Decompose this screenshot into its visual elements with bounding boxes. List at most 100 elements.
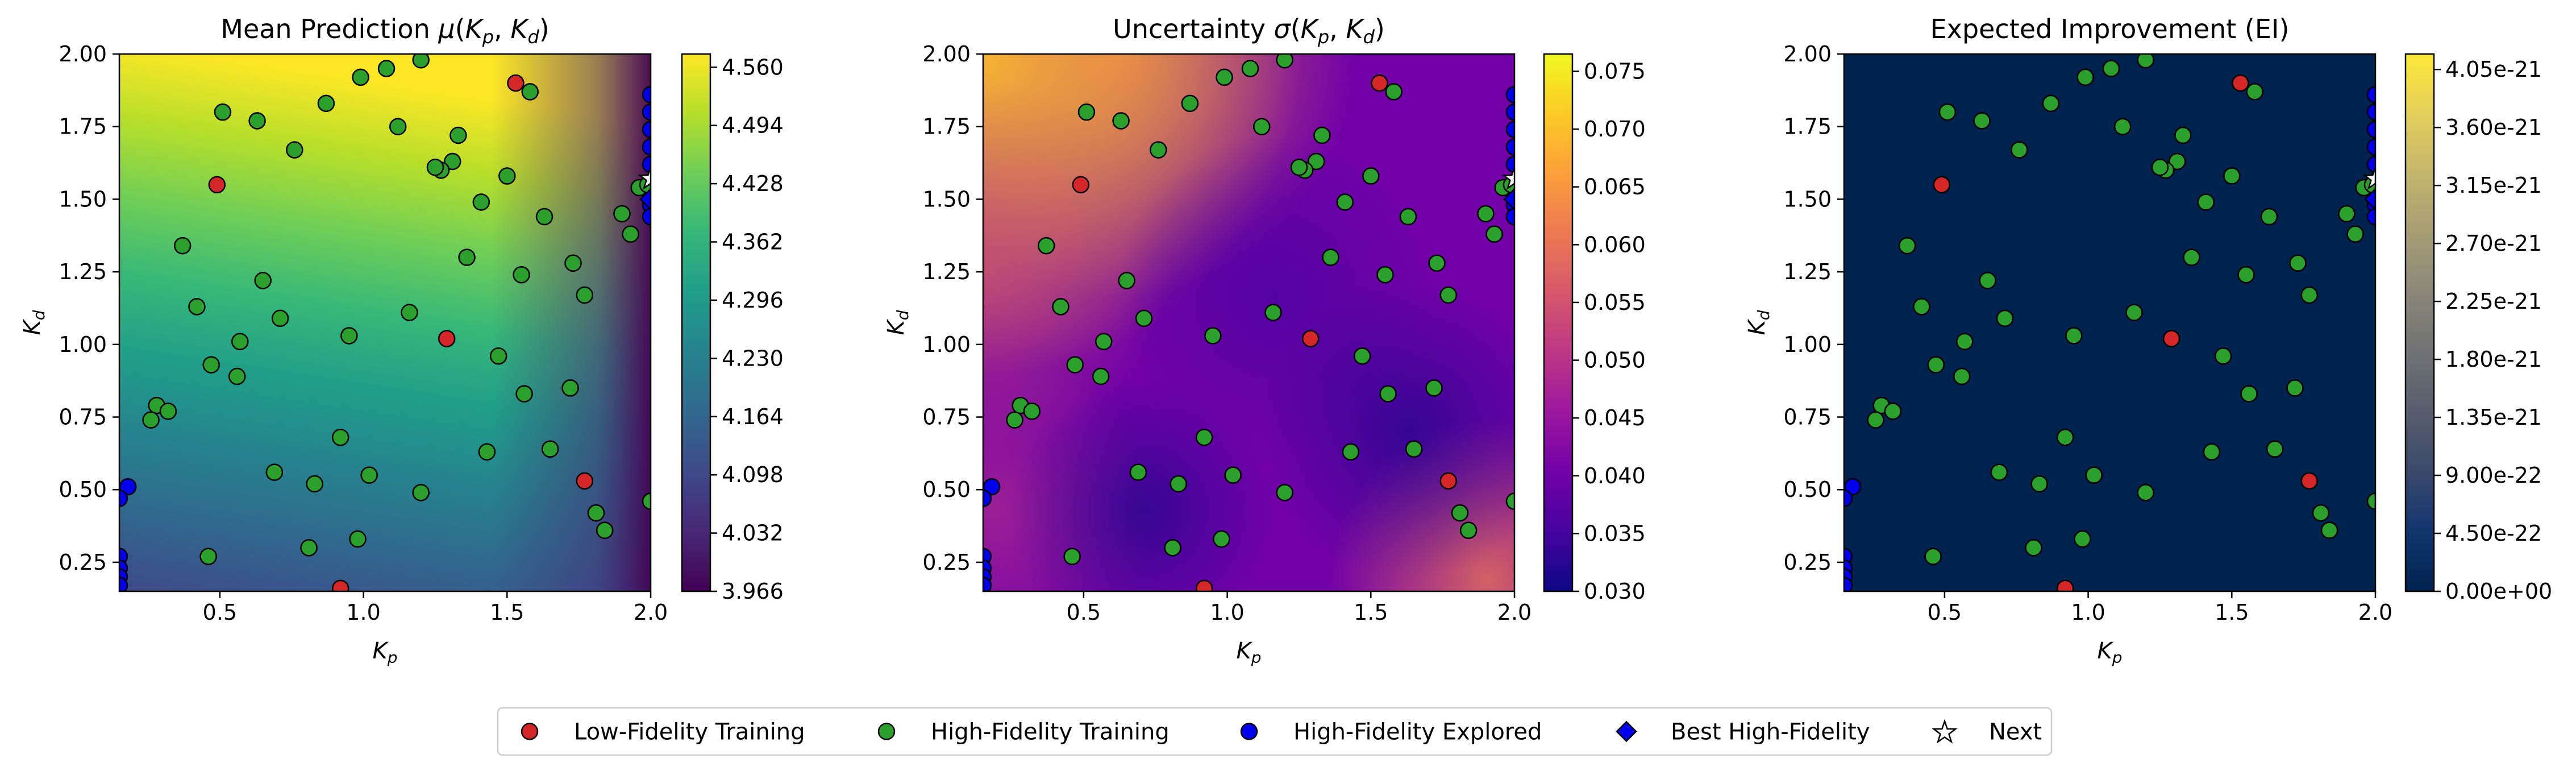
- y-tick-label: 1.75: [922, 114, 971, 139]
- y-tick-label: 2.00: [922, 42, 971, 67]
- point-high-fidelity-training: [228, 367, 246, 385]
- point-high-fidelity-training: [513, 266, 530, 284]
- point-high-fidelity-explored: [2366, 208, 2375, 226]
- point-high-fidelity-training: [2085, 466, 2103, 484]
- point-high-fidelity-training: [265, 463, 284, 481]
- point-high-fidelity-explored: [983, 577, 992, 591]
- y-tick-label: 1.00: [922, 332, 971, 357]
- axes-frame: [118, 53, 652, 592]
- point-high-fidelity-training: [173, 237, 192, 255]
- point-high-fidelity-training: [587, 504, 605, 522]
- y-tick-label: 0.75: [1783, 405, 1832, 430]
- colorbar-tick-label: 2.70e-21: [2445, 231, 2542, 256]
- point-high-fidelity-training: [1477, 205, 1495, 223]
- point-high-fidelity-training: [1938, 103, 1957, 121]
- point-high-fidelity-training: [1241, 60, 1259, 77]
- colorbar-tick-label: 0.055: [1584, 290, 1646, 315]
- point-high-fidelity-training: [2011, 141, 2028, 159]
- point-high-fidelity-training: [2266, 440, 2284, 458]
- colorbar-tick-label: 9.00e-22: [2445, 463, 2542, 488]
- point-high-fidelity-training: [2042, 94, 2060, 113]
- heatmap-ei-base: [1844, 54, 2375, 591]
- subplot-expected-improvement: 0.5 1.0 1.5 2.0 0.25 0.50 0.75 1.00 1.25 1.50 1.75…: [1744, 14, 2552, 667]
- point-high-fidelity-training: [541, 440, 559, 458]
- point-high-fidelity-explored: [1505, 121, 1514, 139]
- y-axis-label: Kd: [1744, 310, 1773, 335]
- point-high-fidelity-training: [317, 94, 335, 113]
- colorbar-tick-label: 0.060: [1584, 232, 1646, 257]
- point-high-fidelity-explored: [2366, 138, 2375, 156]
- legend-label: High-Fidelity Explored: [1293, 719, 1542, 745]
- point-high-fidelity-training: [1118, 272, 1135, 289]
- point-high-fidelity-explored: [642, 208, 651, 226]
- point-high-fidelity-training: [1485, 225, 1503, 243]
- colorbar-tick-label: 3.966: [722, 579, 784, 604]
- y-tick-label: 0.50: [1783, 477, 1832, 502]
- legend-item: Low-Fidelity Training: [521, 719, 805, 745]
- point-high-fidelity-training: [159, 403, 177, 420]
- point-high-fidelity-explored: [642, 86, 651, 103]
- point-high-fidelity-training: [1399, 208, 1417, 226]
- legend-marker-diamond: [1616, 720, 1637, 743]
- point-high-fidelity-training: [2366, 492, 2375, 510]
- point-high-fidelity-training: [515, 385, 533, 403]
- point-high-fidelity-training: [1322, 248, 1339, 266]
- point-high-fidelity-training: [1252, 118, 1271, 135]
- point-next: [1501, 165, 1514, 190]
- colorbar: 0.030 0.035 0.040 0.045 0.050 0.055 0.060 0.065…: [1543, 53, 1646, 604]
- point-high-fidelity-training: [613, 205, 631, 223]
- point-high-fidelity-training: [1213, 530, 1230, 548]
- legend-box: [497, 707, 2053, 756]
- subplot-title: Mean Prediction μ(Kp, Kd): [220, 14, 550, 48]
- point-low-fidelity-training: [2162, 330, 2180, 347]
- y-tick-label: 1.00: [59, 332, 107, 357]
- point-high-fidelity-training: [2076, 68, 2094, 86]
- point-low-fidelity-training: [1933, 176, 1951, 194]
- point-high-fidelity-training: [1927, 356, 1945, 374]
- point-high-fidelity-training: [426, 158, 444, 176]
- point-high-fidelity-explored: [1505, 86, 1514, 103]
- point-high-fidelity-explored: [1505, 138, 1514, 156]
- point-low-fidelity-training: [438, 330, 456, 347]
- point-high-fidelity-training: [1150, 141, 1167, 159]
- point-next: [2362, 165, 2375, 190]
- point-high-fidelity-training: [412, 484, 430, 501]
- point-high-fidelity-training: [2246, 83, 2263, 101]
- point-high-fidelity-training: [1195, 429, 1213, 446]
- colorbar-tick-label: 4.428: [722, 171, 784, 196]
- y-tick-label: 1.00: [1783, 332, 1832, 357]
- point-high-fidelity-training: [444, 152, 461, 171]
- subplot-title: Uncertainty σ(Kp, Kd): [1113, 14, 1385, 48]
- point-high-fidelity-training: [1224, 466, 1242, 484]
- point-high-fidelity-training: [199, 548, 217, 565]
- point-high-fidelity-training: [1264, 304, 1282, 321]
- y-tick-label: 0.50: [59, 477, 107, 502]
- colorbar-tick-label: 0.030: [1584, 579, 1646, 604]
- point-high-fidelity-training: [2286, 379, 2304, 397]
- point-high-fidelity-training: [596, 521, 614, 539]
- point-high-fidelity-explored: [1505, 103, 1514, 121]
- point-high-fidelity-training: [142, 411, 160, 429]
- point-high-fidelity-training: [1898, 237, 1916, 255]
- point-high-fidelity-training: [2237, 266, 2255, 284]
- y-tick-label: 1.50: [59, 186, 107, 212]
- y-tick-label: 1.25: [922, 259, 971, 284]
- legend-label: Low-Fidelity Training: [574, 719, 805, 745]
- point-low-fidelity-training: [1371, 74, 1388, 92]
- colorbar-tick-label: 0.050: [1584, 348, 1646, 373]
- point-high-fidelity-training: [300, 539, 318, 557]
- point-high-fidelity-training: [349, 530, 367, 548]
- point-high-fidelity-training: [2214, 347, 2232, 365]
- point-high-fidelity-explored: [2366, 103, 2375, 121]
- colorbar-gradient: [2404, 53, 2435, 592]
- colorbar-tick-label: 0.040: [1584, 463, 1646, 488]
- point-high-fidelity-training: [2320, 521, 2338, 539]
- point-best-high-fidelity: [2364, 188, 2375, 211]
- y-tick-label: 0.75: [59, 405, 107, 430]
- y-tick-label: 0.50: [922, 477, 971, 502]
- legend-marker-star: [1932, 719, 1958, 744]
- point-high-fidelity-training: [2065, 327, 2083, 345]
- point-high-fidelity-training: [1990, 463, 2008, 481]
- scatter-layer: [119, 54, 651, 591]
- y-tick-label: 0.25: [1783, 550, 1832, 575]
